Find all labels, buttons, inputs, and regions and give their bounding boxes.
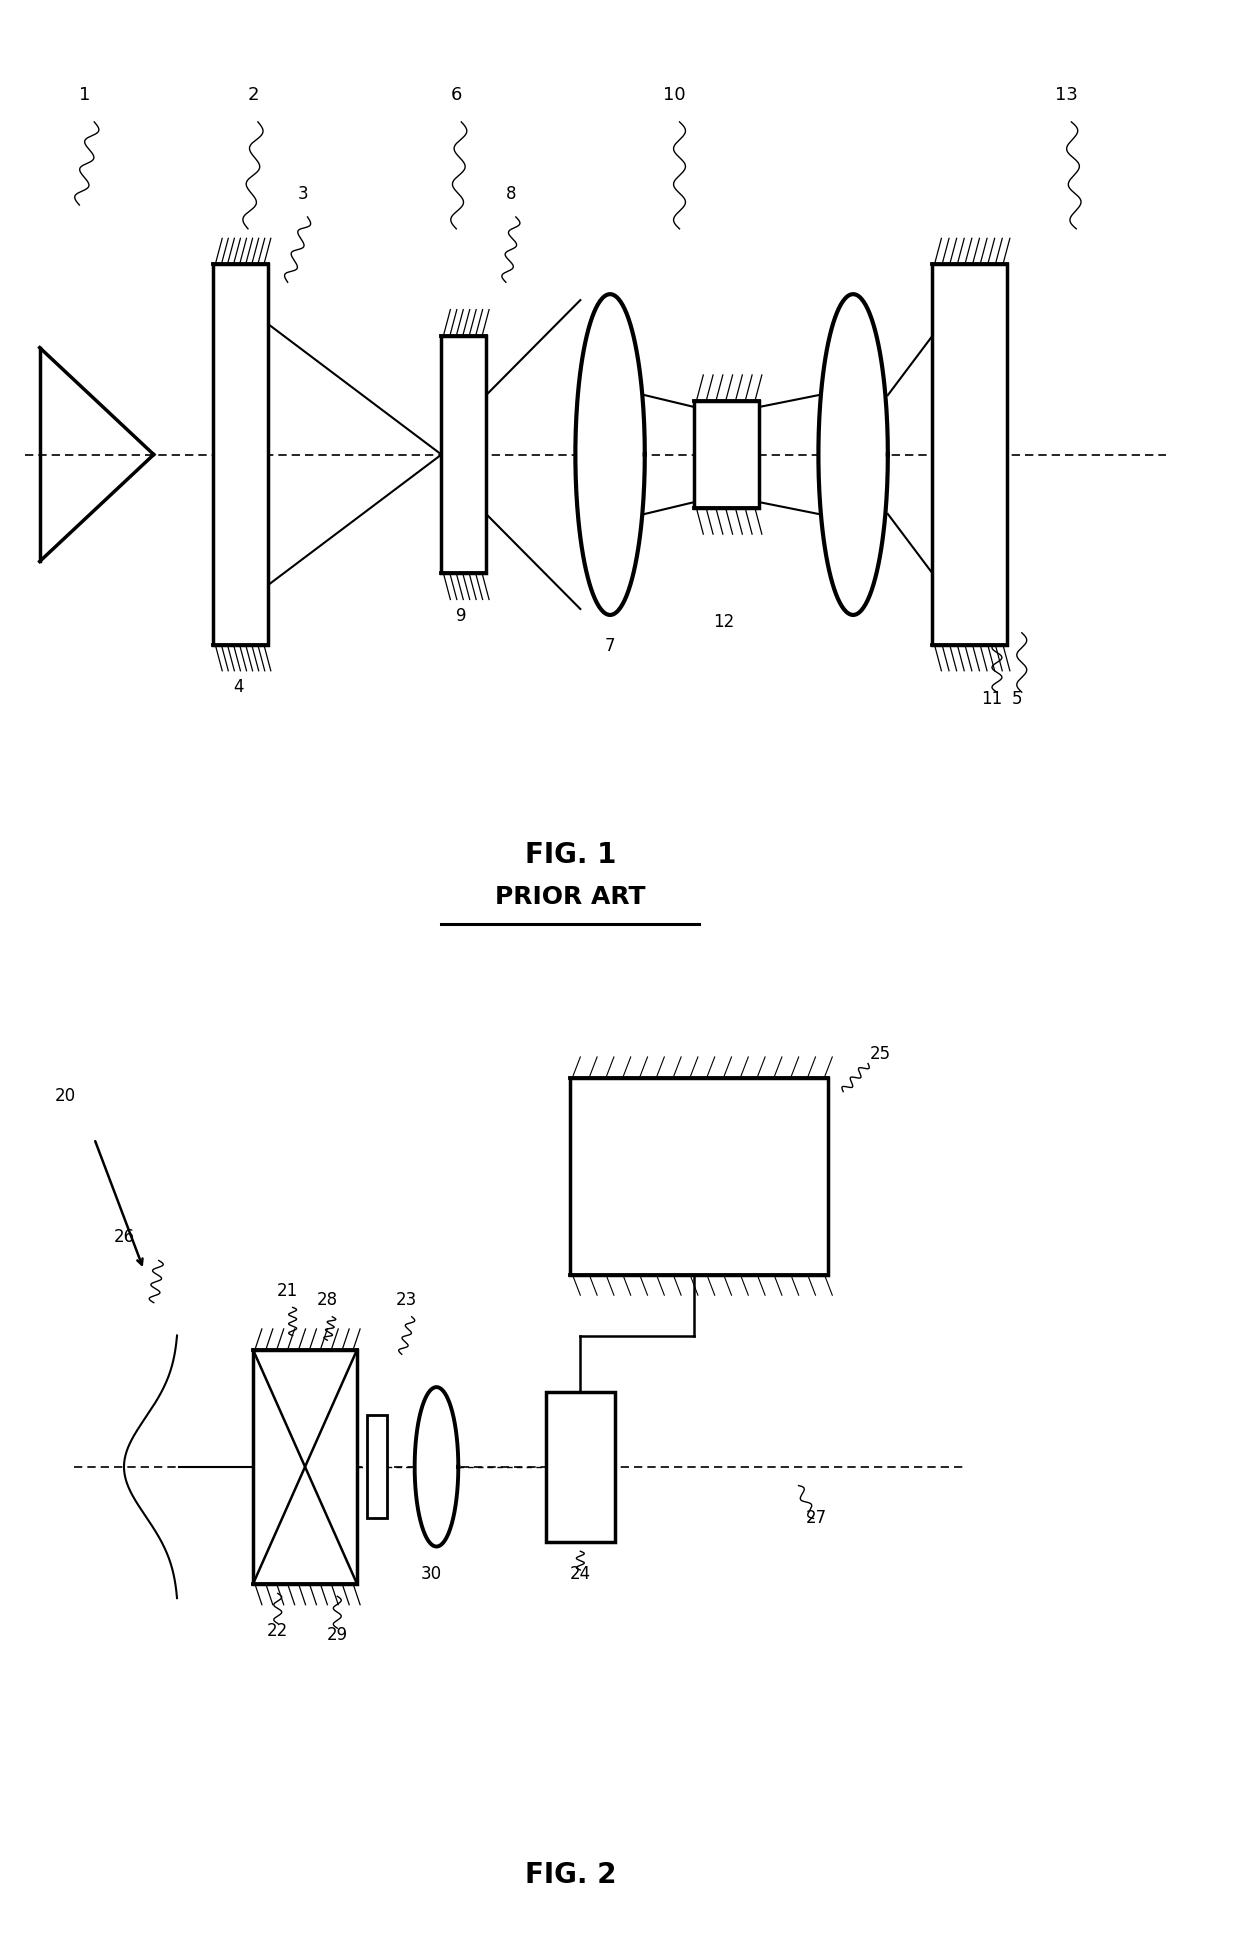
Text: 24: 24 [569, 1565, 591, 1583]
Bar [253, 1350, 357, 1584]
Text: 12: 12 [713, 612, 735, 631]
Text: 23: 23 [396, 1292, 418, 1309]
Text: 6: 6 [450, 85, 463, 105]
Text: 21: 21 [277, 1282, 299, 1300]
Text: FIG. 1: FIG. 1 [525, 841, 616, 868]
Text: 26: 26 [114, 1228, 135, 1245]
Text: 9: 9 [456, 606, 466, 626]
Text: 7: 7 [605, 637, 615, 655]
Bar [932, 265, 1007, 645]
Bar [570, 1077, 828, 1275]
Bar [546, 1393, 615, 1542]
Text: 2: 2 [247, 85, 259, 105]
Bar [694, 401, 759, 507]
Text: 5: 5 [1012, 690, 1022, 709]
Polygon shape [818, 294, 888, 614]
Bar [367, 1416, 387, 1519]
Text: 20: 20 [55, 1087, 76, 1104]
Text: 28: 28 [316, 1292, 339, 1309]
Text: 25: 25 [870, 1044, 892, 1063]
Text: 10: 10 [663, 85, 686, 105]
Text: 13: 13 [1055, 85, 1078, 105]
Text: 3: 3 [298, 184, 308, 203]
Bar [441, 335, 486, 573]
Text: 27: 27 [806, 1509, 827, 1526]
Text: 30: 30 [420, 1565, 443, 1583]
Text: FIG. 2: FIG. 2 [525, 1861, 616, 1889]
Polygon shape [414, 1387, 459, 1546]
Text: PRIOR ART: PRIOR ART [495, 885, 646, 908]
Bar [213, 265, 268, 645]
Text: 1: 1 [78, 85, 91, 105]
Text: 22: 22 [267, 1621, 289, 1639]
Polygon shape [575, 294, 645, 614]
Text: 29: 29 [326, 1627, 348, 1645]
Text: 8: 8 [506, 184, 516, 203]
Text: 4: 4 [233, 678, 243, 695]
Text: 11: 11 [981, 690, 1003, 709]
